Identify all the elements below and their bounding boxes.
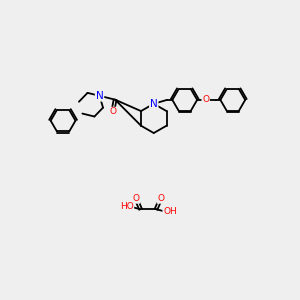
Text: O: O — [202, 95, 209, 104]
Text: O: O — [157, 194, 164, 203]
Text: OH: OH — [163, 207, 177, 216]
Text: O: O — [109, 107, 116, 116]
Text: HO: HO — [120, 202, 134, 211]
Text: N: N — [150, 99, 158, 109]
Text: N: N — [96, 91, 104, 101]
Text: O: O — [132, 194, 140, 203]
